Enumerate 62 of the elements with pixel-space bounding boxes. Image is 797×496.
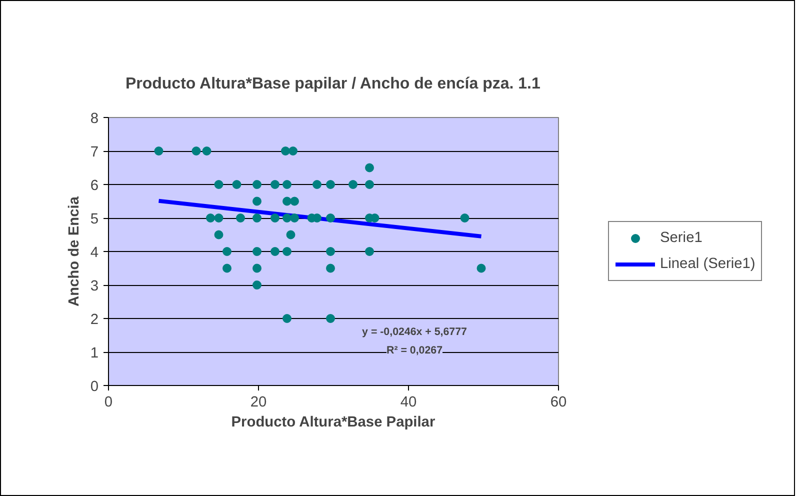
point [282, 247, 292, 256]
point [290, 196, 299, 206]
x-tick-label: 40 [400, 394, 417, 410]
point [290, 214, 299, 222]
point [252, 214, 262, 222]
x-axis-title: Producto Altura*Base Papilar [231, 414, 436, 430]
y-tick-label: 4 [90, 245, 99, 261]
x-tick-label: 0 [104, 394, 113, 410]
y-tick-label: 8 [90, 111, 99, 127]
y-tick-label: 5 [90, 212, 99, 228]
point [312, 180, 322, 189]
legend-label: Serie1 [660, 230, 702, 246]
point [270, 214, 280, 222]
y-tick-label: 7 [90, 144, 99, 160]
point [214, 230, 224, 240]
point [326, 247, 335, 256]
point [236, 214, 245, 222]
point [282, 214, 292, 222]
y-tick-label: 2 [90, 312, 99, 328]
point [326, 180, 335, 189]
legend-label: Lineal (Serie1) [660, 256, 756, 272]
point [326, 264, 335, 273]
y-tick-label: 6 [90, 178, 99, 194]
chart-title: Producto Altura*Base papilar / Ancho de encía pza. 1.1 [125, 76, 540, 92]
point [282, 196, 292, 206]
annotation: R² = 0,0267 [386, 344, 443, 357]
point [202, 146, 212, 156]
point [460, 214, 470, 222]
point [232, 180, 242, 189]
point [252, 247, 262, 256]
annotation: y = -0,0246x + 5,6777 [362, 326, 468, 338]
point [326, 214, 335, 222]
x-tick-label: 20 [250, 394, 267, 410]
point [326, 314, 335, 323]
point [270, 247, 280, 256]
point [282, 180, 292, 189]
point [252, 264, 262, 273]
point [154, 146, 164, 156]
point [348, 180, 358, 189]
point [365, 247, 374, 256]
point [365, 163, 374, 172]
point [476, 264, 486, 273]
point [270, 180, 280, 189]
point [286, 230, 296, 240]
point [252, 280, 262, 290]
point [281, 146, 290, 156]
point [222, 264, 232, 273]
point [206, 214, 215, 222]
y-tick-label: 1 [90, 346, 99, 362]
point [192, 146, 201, 156]
y-axis-title: Ancho de Encia [66, 196, 82, 306]
point [214, 180, 224, 189]
point [214, 214, 224, 222]
x-tick-label: 60 [550, 394, 567, 410]
point [282, 314, 292, 323]
point [252, 196, 262, 206]
point [288, 146, 298, 156]
y-tick-label: 3 [90, 278, 99, 294]
point [365, 180, 374, 189]
y-tick-label: 0 [90, 379, 99, 395]
point [222, 247, 232, 256]
point [252, 180, 262, 189]
